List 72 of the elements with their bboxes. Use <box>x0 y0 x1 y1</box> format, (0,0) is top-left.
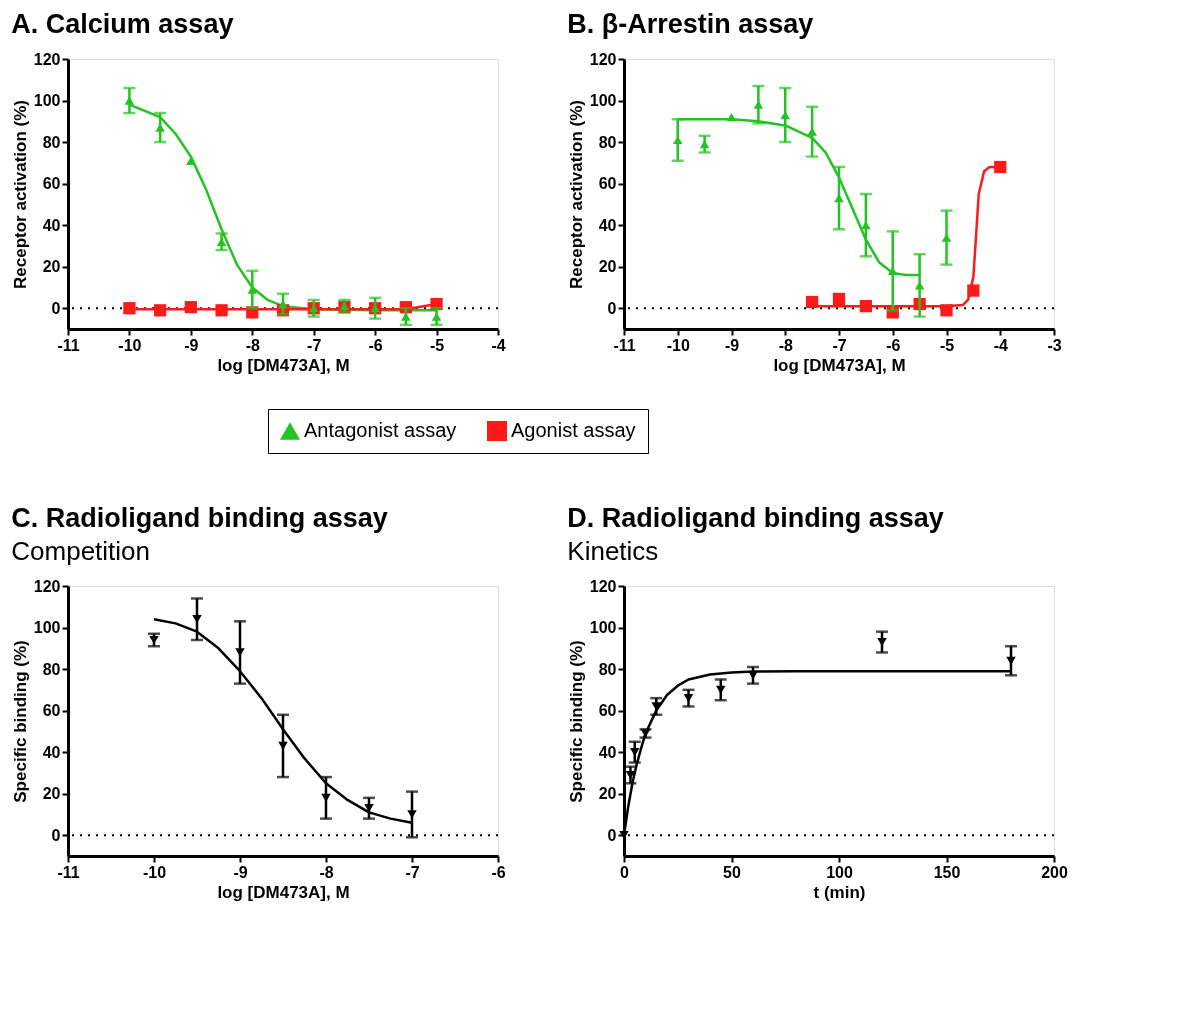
y-tick-label: 60 <box>42 175 61 193</box>
x-tick-label: -7 <box>832 336 847 354</box>
y-tick-label: 120 <box>33 577 61 595</box>
y-tick-label: 80 <box>42 133 61 151</box>
x-tick-label: -5 <box>939 336 955 354</box>
x-tick-label: -7 <box>307 336 322 354</box>
y-tick-label: 60 <box>598 702 617 720</box>
y-tick-label: 80 <box>598 133 617 151</box>
x-tick-label: -8 <box>245 336 260 354</box>
y-axis-title: Receptor activation (%) <box>10 100 30 289</box>
x-tick-label: -9 <box>233 863 248 881</box>
x-tick-label: -3 <box>1047 336 1062 354</box>
y-tick-label: 40 <box>598 216 617 234</box>
y-tick-label: 40 <box>598 743 617 761</box>
x-tick-label: -4 <box>491 336 506 354</box>
x-tick-label: -8 <box>319 863 334 881</box>
x-tick-label: -11 <box>613 336 636 354</box>
y-tick-label: 120 <box>589 50 617 68</box>
x-tick-label: -6 <box>491 863 506 881</box>
x-tick-label: -11 <box>57 863 80 881</box>
x-tick-label: -6 <box>368 336 383 354</box>
x-tick-label: 100 <box>826 863 853 881</box>
chart-subtitle: Competition <box>11 536 151 566</box>
x-tick-label: -9 <box>724 336 740 354</box>
y-tick-label: 20 <box>598 785 617 803</box>
chart-title: B. β-Arrestin assay <box>567 9 814 39</box>
y-tick-label: 120 <box>589 577 617 595</box>
x-tick-label: 200 <box>1041 863 1068 881</box>
y-tick-label: 0 <box>51 299 61 317</box>
chart-title: C. Radioligand binding assay <box>11 503 388 533</box>
x-tick-label: -9 <box>184 336 199 354</box>
x-axis-title: log [DM473A], M <box>773 355 906 375</box>
x-tick-label: -11 <box>57 336 80 354</box>
x-axis-title: log [DM473A], M <box>217 355 350 375</box>
legend-label: Antagonist assay <box>304 419 457 441</box>
y-tick-label: 120 <box>33 50 61 68</box>
x-tick-label: -10 <box>142 863 167 881</box>
y-tick-label: 20 <box>598 258 617 276</box>
y-tick-label: 100 <box>33 619 61 637</box>
chart-subtitle: Kinetics <box>567 536 659 566</box>
x-tick-label: 0 <box>620 863 630 881</box>
y-tick-label: 20 <box>42 785 61 803</box>
y-tick-label: 100 <box>589 619 617 637</box>
y-axis-title: Specific binding (%) <box>10 640 30 803</box>
y-tick-label: 80 <box>598 660 617 678</box>
y-axis-title: Receptor activation (%) <box>566 100 586 289</box>
chart-title: A. Calcium assay <box>11 9 234 39</box>
y-tick-label: 0 <box>607 826 617 844</box>
y-tick-label: 0 <box>607 299 617 317</box>
x-tick-label: -10 <box>666 336 690 354</box>
x-tick-label: 50 <box>723 863 741 881</box>
x-axis-title: t (min) <box>813 882 866 902</box>
x-tick-label: -6 <box>886 336 901 354</box>
y-tick-label: 40 <box>42 216 61 234</box>
y-tick-label: 40 <box>42 743 61 761</box>
legend-label: Agonist assay <box>511 419 636 441</box>
x-axis-title: log [DM473A], M <box>217 882 350 902</box>
y-tick-label: 60 <box>598 175 617 193</box>
x-tick-label: -7 <box>405 863 420 881</box>
x-tick-label: -10 <box>118 336 142 354</box>
chart-title: D. Radioligand binding assay <box>567 503 944 533</box>
y-tick-label: 100 <box>589 92 617 110</box>
y-axis-title: Specific binding (%) <box>566 640 586 803</box>
y-tick-label: 100 <box>33 92 61 110</box>
x-tick-label: 150 <box>933 863 961 881</box>
y-tick-label: 20 <box>42 258 61 276</box>
y-tick-label: 0 <box>51 826 61 844</box>
y-tick-label: 80 <box>42 660 61 678</box>
y-tick-label: 60 <box>42 702 61 720</box>
x-tick-label: -4 <box>993 336 1008 354</box>
x-tick-label: -8 <box>778 336 793 354</box>
x-tick-label: -5 <box>429 336 445 354</box>
